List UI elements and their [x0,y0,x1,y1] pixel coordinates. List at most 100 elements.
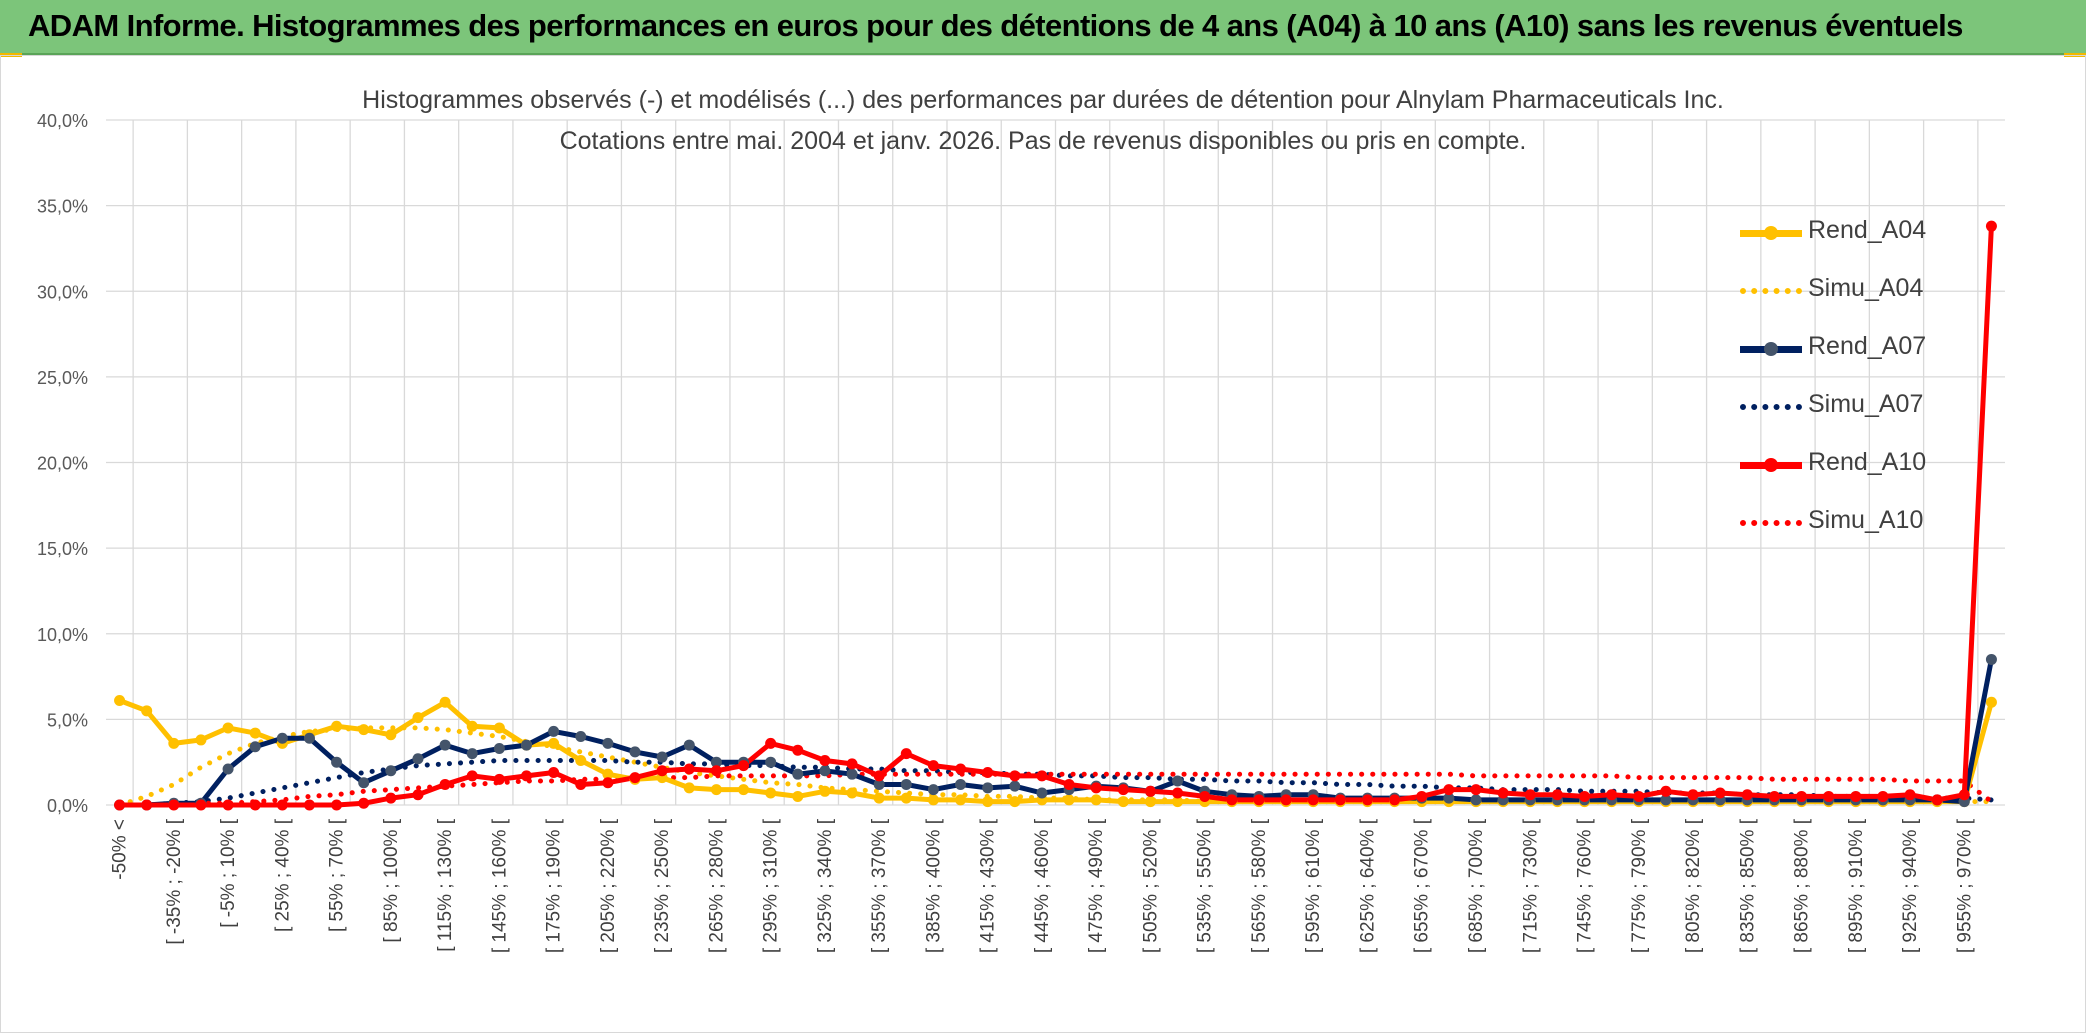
data-point-rend-a04 [439,696,451,708]
data-point-rend-a07 [629,746,641,758]
data-point-rend-a04 [385,729,397,741]
data-point-rend-a10 [168,799,180,811]
legend-item-rend-a04: Rend_A04 [1718,205,1928,263]
data-point-rend-a10 [1931,794,1943,806]
data-point-rend-a10 [1958,789,1970,801]
data-point-rend-a10 [1741,789,1753,801]
legend-label: Simu_A07 [1808,390,1924,418]
data-point-rend-a10 [575,778,587,790]
data-point-rend-a04 [602,768,614,780]
data-point-rend-a07 [792,768,804,780]
x-tick-label: [ 805% ; 820% [ [1683,818,1704,953]
data-point-rend-a10 [1985,220,1997,232]
legend-item-simu-a10: Simu_A10 [1718,495,1928,553]
data-point-rend-a04 [222,722,234,734]
x-tick-label: [ 745% ; 760% [ [1575,818,1596,953]
data-point-rend-a10 [1199,790,1211,802]
data-point-rend-a10 [222,799,234,811]
data-point-rend-a04 [955,794,967,806]
data-point-rend-a10 [195,799,207,811]
data-point-rend-a07 [1985,653,1997,665]
data-point-rend-a10 [141,799,153,811]
data-point-rend-a10 [1416,790,1428,802]
data-point-rend-a04 [1117,796,1129,808]
data-point-rend-a04 [141,705,153,717]
x-tick-label: [ 475% ; 490% [ [1086,818,1107,953]
x-tick-label: [ 925% ; 940% [ [1900,818,1921,953]
data-point-rend-a04 [900,792,912,804]
data-point-rend-a10 [1389,794,1401,806]
data-point-rend-a04 [493,722,505,734]
legend-label: Simu_A10 [1808,506,1924,534]
x-tick-label: [ 325% ; 340% [ [815,818,836,953]
x-tick-label: [ 565% ; 580% [ [1249,818,1270,953]
data-point-rend-a10 [819,754,831,766]
data-point-rend-a10 [114,799,126,811]
data-point-rend-a07 [927,784,939,796]
x-tick-label: [ 535% ; 550% [ [1195,818,1216,953]
data-point-rend-a07 [710,756,722,768]
data-point-rend-a10 [331,799,343,811]
x-tick-label: [ 175% ; 190% [ [544,818,565,953]
data-point-rend-a07 [846,768,858,780]
data-point-rend-a04 [168,737,180,749]
data-point-rend-a10 [303,799,315,811]
data-point-rend-a04 [710,784,722,796]
legend-label: Simu_A04 [1808,274,1924,302]
data-point-rend-a04 [358,724,370,736]
x-tick-label: [ 235% ; 250% [ [652,818,673,953]
x-tick-label: [ 55% ; 70% [ [327,818,348,932]
data-point-rend-a07 [1036,787,1048,799]
legend-item-rend-a07: Rend_A07 [1718,321,1928,379]
data-point-rend-a04 [412,712,424,724]
data-point-rend-a10 [1036,770,1048,782]
data-point-rend-a07 [520,739,532,751]
y-tick-label: 20,0% [37,454,88,474]
data-point-rend-a10 [792,744,804,756]
data-point-rend-a10 [1796,790,1808,802]
data-point-rend-a07 [303,732,315,744]
legend-marker [1764,458,1778,472]
y-tick-label: 15,0% [37,539,88,559]
y-tick-label: 10,0% [37,625,88,645]
legend-item-simu-a07: Simu_A07 [1718,379,1928,437]
data-point-rend-a04 [792,790,804,802]
data-point-rend-a10 [1117,784,1129,796]
data-point-rend-a07 [575,731,587,742]
data-point-rend-a10 [710,765,722,777]
x-tick-label: [ 625% ; 640% [ [1357,818,1378,953]
data-point-rend-a10 [738,760,750,772]
data-point-rend-a10 [1470,784,1482,796]
data-point-rend-a10 [602,777,614,789]
data-point-rend-a10 [900,748,912,760]
data-point-rend-a04 [927,794,939,806]
data-point-rend-a10 [493,773,505,785]
data-point-rend-a10 [1714,787,1726,799]
y-tick-label: 40,0% [37,111,88,131]
legend-swatch [1740,520,1802,526]
data-point-rend-a10 [873,770,885,782]
data-point-rend-a07 [493,742,505,754]
data-point-rend-a10 [1226,794,1238,806]
legend-label: Rend_A07 [1808,332,1927,360]
x-tick-label: [ 895% ; 910% [ [1846,818,1867,953]
data-point-rend-a04 [738,784,750,796]
data-point-rend-a07 [873,778,885,790]
data-point-rend-a10 [276,799,288,811]
data-point-rend-a10 [358,797,370,809]
data-point-rend-a10 [1280,794,1292,806]
data-point-rend-a04 [873,792,885,804]
chart-title: Histogrammes observés (-) et modélisés (… [362,86,1724,114]
data-point-rend-a04 [1144,796,1156,808]
y-tick-label: 0,0% [47,796,88,816]
data-point-rend-a10 [629,772,641,784]
data-point-rend-a10 [439,778,451,790]
y-tick-label: 5,0% [47,710,88,730]
data-point-rend-a10 [1660,785,1672,797]
x-tick-label: [ 295% ; 310% [ [761,818,782,953]
data-point-rend-a04 [1172,796,1184,808]
data-point-rend-a10 [1823,790,1835,802]
data-point-rend-a10 [1633,790,1645,802]
data-point-rend-a07 [276,732,288,744]
data-point-rend-a07 [548,725,560,737]
